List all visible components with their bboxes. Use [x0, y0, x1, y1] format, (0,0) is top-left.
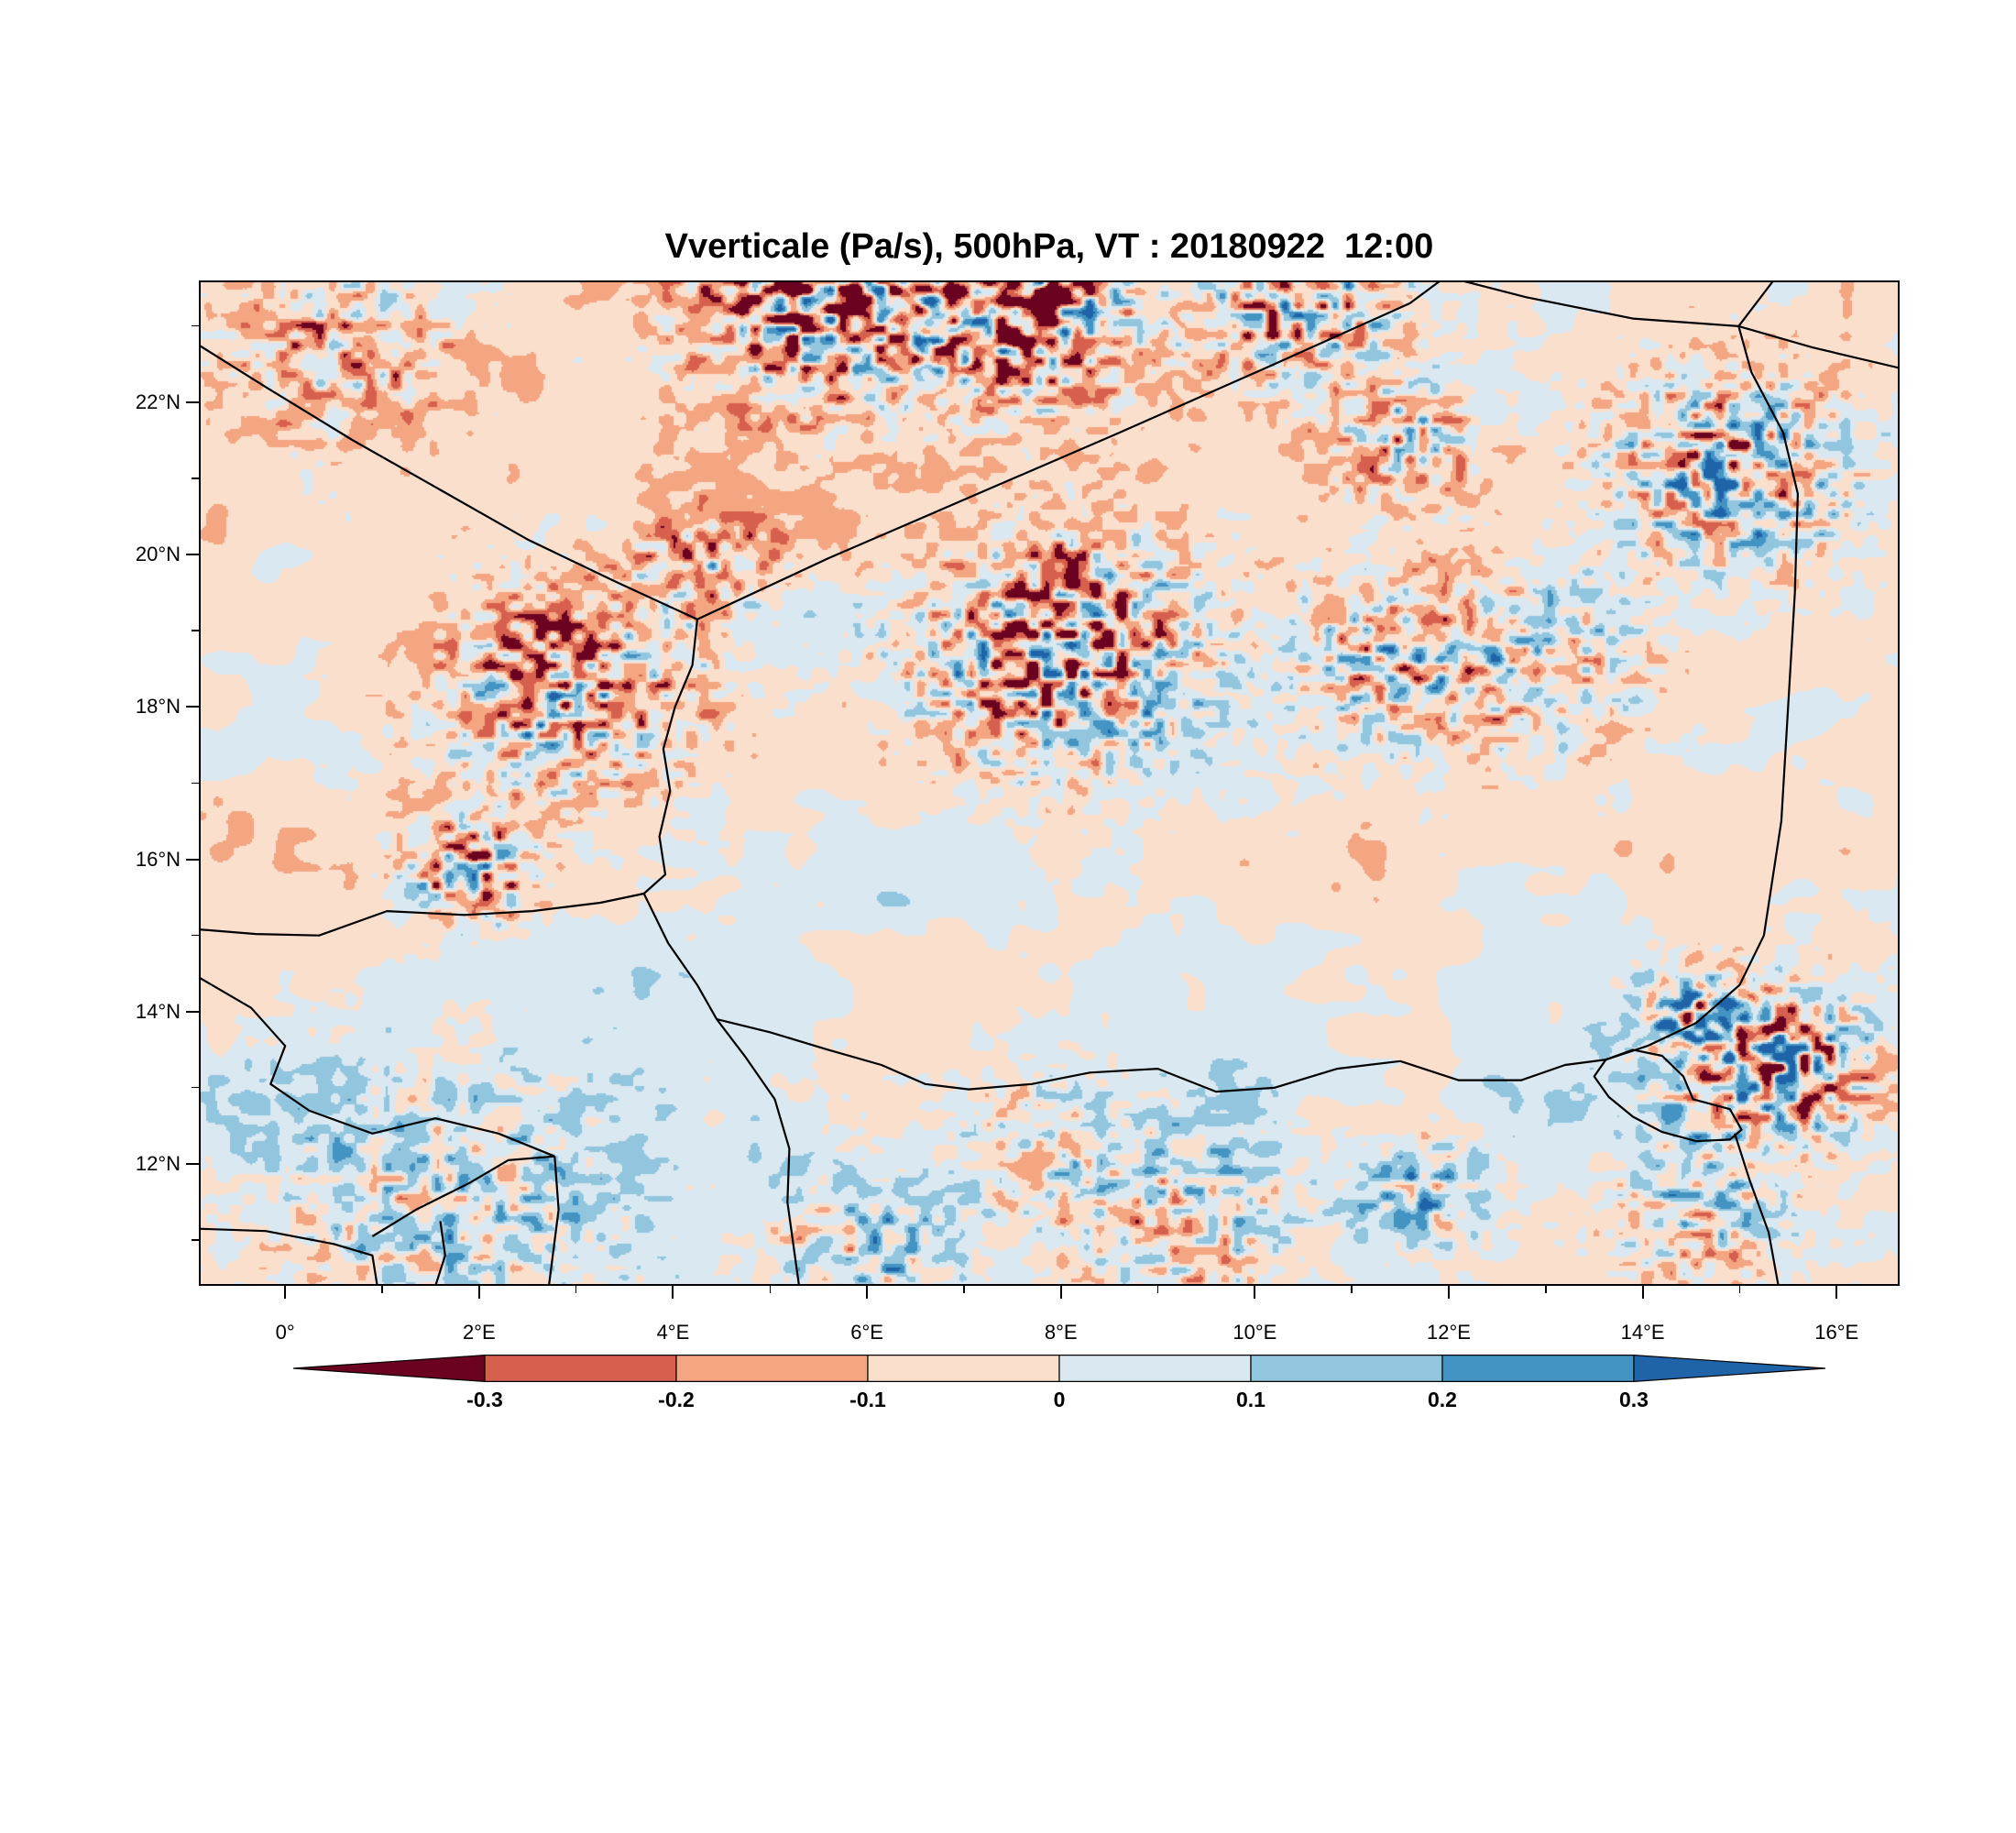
country-border [642, 893, 801, 1286]
country-border [1605, 325, 1800, 1061]
lat-tick-label: 20°N [135, 543, 181, 566]
country-border [1737, 280, 1775, 327]
country-border [696, 280, 1442, 620]
lat-minor-tick [192, 1239, 199, 1241]
lat-tick-mark [186, 554, 199, 556]
lon-tick-label: 2°E [462, 1321, 496, 1344]
lon-minor-tick [575, 1286, 577, 1293]
lon-tick-label: 14°E [1620, 1321, 1665, 1344]
lat-tick-label: 12°N [135, 1152, 181, 1176]
lon-tick-label: 16°E [1814, 1321, 1859, 1344]
colorbar-segment [1058, 1355, 1252, 1382]
lat-tick-mark [186, 401, 199, 403]
lat-tick-mark [186, 1163, 199, 1166]
country-border [199, 619, 698, 937]
lon-tick-mark [1254, 1286, 1256, 1299]
lat-tick-label: 22°N [135, 390, 181, 413]
lon-tick-label: 4°E [656, 1321, 690, 1344]
colorbar-segment [1250, 1355, 1443, 1382]
lat-tick-mark [186, 1010, 199, 1013]
lon-tick-label: 12°E [1426, 1321, 1471, 1344]
country-borders-overlay [199, 280, 1900, 1286]
lat-tick-label: 14°N [135, 999, 181, 1023]
lat-minor-tick [192, 934, 199, 937]
lon-tick-mark [1447, 1286, 1450, 1299]
colorbar-tick-label: -0.1 [849, 1388, 886, 1411]
country-border [1456, 280, 1739, 327]
country-border [434, 1221, 446, 1286]
lat-minor-tick [192, 1086, 199, 1089]
country-border [716, 1018, 1606, 1093]
lat-tick-label: 18°N [135, 695, 181, 719]
country-border [199, 344, 698, 620]
lon-tick-mark [1641, 1286, 1644, 1299]
lon-tick-label: 10°E [1233, 1321, 1277, 1344]
lat-tick-mark [186, 706, 199, 708]
colorbar-tick-label: 0.2 [1428, 1388, 1457, 1411]
lon-tick-label: 8°E [1044, 1321, 1078, 1344]
lon-tick-mark [1059, 1286, 1062, 1299]
lon-tick-label: 0° [275, 1321, 295, 1344]
country-border [199, 1227, 378, 1286]
colorbar-segment [1633, 1354, 1826, 1383]
lat-minor-tick [192, 630, 199, 631]
colorbar-tick-label: -0.2 [658, 1388, 695, 1411]
lat-minor-tick [192, 477, 199, 479]
colorbar [292, 1354, 1826, 1383]
lon-minor-tick [1738, 1286, 1741, 1293]
lake-chad-outline [1593, 1048, 1743, 1143]
colorbar-tick-label: 0 [1053, 1388, 1066, 1411]
chart-title: Vverticale (Pa/s), 500hPa, VT : 20180922… [664, 227, 1434, 266]
lon-minor-tick [381, 1286, 383, 1293]
lon-minor-tick [1545, 1286, 1547, 1293]
colorbar-tick-label: 0.1 [1236, 1388, 1265, 1411]
lon-tick-label: 6°E [850, 1321, 883, 1344]
country-border [1737, 324, 1900, 369]
lon-minor-tick [963, 1286, 965, 1293]
colorbar-tick-label: -0.3 [466, 1388, 503, 1411]
map-plot-area [199, 280, 1900, 1286]
colorbar-segment [484, 1355, 677, 1382]
country-border [547, 1156, 560, 1286]
lon-minor-tick [1156, 1286, 1159, 1293]
lon-minor-tick [769, 1286, 771, 1293]
country-border [371, 1155, 555, 1237]
lon-tick-mark [866, 1286, 869, 1299]
lon-tick-mark [284, 1286, 287, 1299]
field-canvas [199, 280, 1900, 1286]
lon-minor-tick [1351, 1286, 1353, 1293]
colorbar-svg [292, 1354, 1826, 1383]
country-border [199, 976, 555, 1158]
lon-tick-mark [672, 1286, 674, 1299]
colorbar-segment [867, 1355, 1060, 1382]
colorbar-segment [1441, 1355, 1635, 1382]
country-border [1734, 1133, 1780, 1286]
lat-minor-tick [192, 324, 199, 327]
lon-tick-mark [477, 1286, 480, 1299]
colorbar-segment [675, 1355, 869, 1382]
lat-tick-mark [186, 858, 199, 861]
lat-tick-label: 16°N [135, 847, 181, 871]
colorbar-segment [292, 1354, 486, 1383]
colorbar-tick-label: 0.3 [1619, 1388, 1649, 1411]
lat-minor-tick [192, 782, 199, 784]
lon-tick-mark [1835, 1286, 1838, 1299]
